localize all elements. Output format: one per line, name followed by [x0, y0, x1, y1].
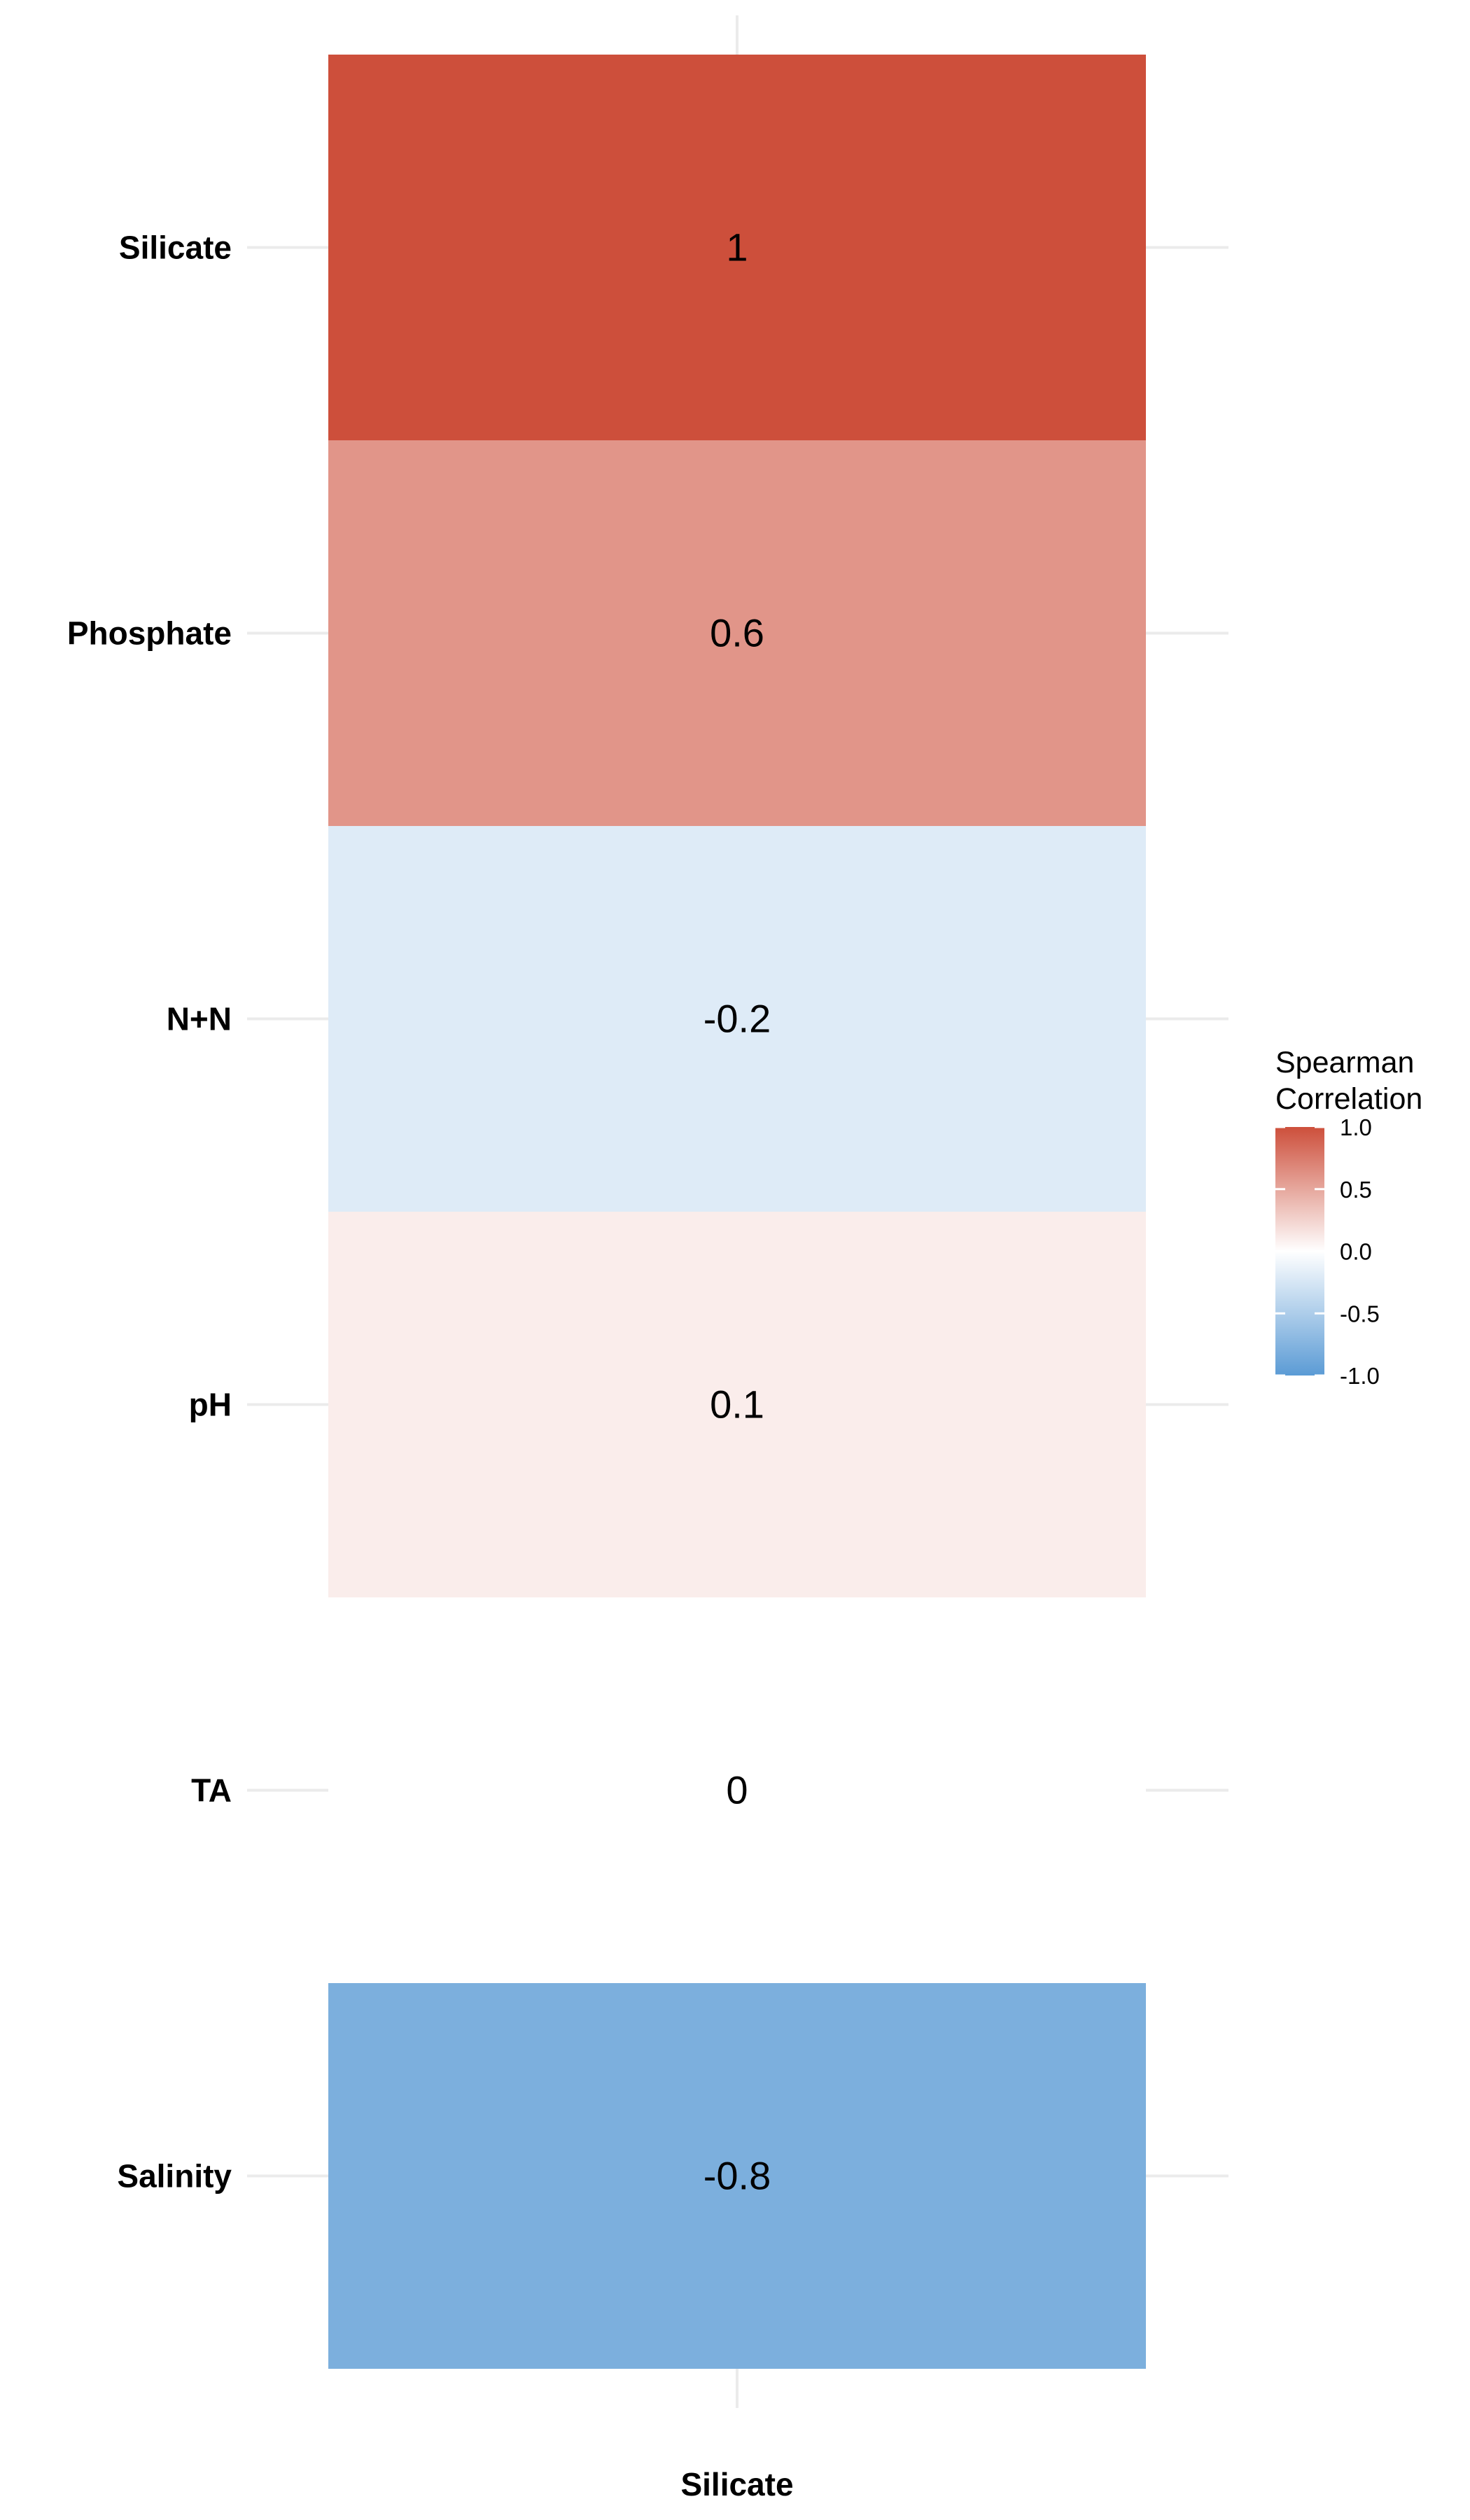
- y-tick-label: N+N: [167, 1001, 232, 1037]
- heatmap-cell: [328, 55, 1146, 440]
- cell-value-label: -0.2: [704, 997, 771, 1041]
- legend-tick-label: -1.0: [1340, 1363, 1380, 1389]
- legend-tick-label: -0.5: [1340, 1301, 1380, 1326]
- y-axis-labels: Silicate Phosphate N+N pH TA Salinity: [67, 230, 232, 2194]
- legend-tick-label: 1.0: [1340, 1114, 1372, 1140]
- y-tick-label: Silicate: [119, 230, 232, 266]
- legend-tick-label: 0.0: [1340, 1239, 1372, 1265]
- legend-title: Spearman: [1275, 1046, 1414, 1079]
- heatmap-cells: 1 0.6 -0.2 0.1 0 -0.8: [328, 55, 1146, 2369]
- y-tick-label: pH: [189, 1387, 232, 1423]
- x-axis-labels: Silicate: [680, 2466, 793, 2502]
- legend-tick-label: 0.5: [1340, 1177, 1372, 1203]
- legend-title: Correlation: [1275, 1082, 1422, 1116]
- cell-value-label: 0: [726, 1768, 748, 1812]
- heatmap-cell: [328, 440, 1146, 826]
- heatmap-cell: [328, 1597, 1146, 1983]
- cell-value-label: 0.1: [710, 1382, 764, 1427]
- cell-value-label: 0.6: [710, 611, 764, 655]
- y-tick-label: TA: [191, 1772, 232, 1809]
- y-tick-label: Phosphate: [67, 615, 232, 652]
- heatmap-cell: [328, 1212, 1146, 1597]
- y-tick-label: Salinity: [117, 2158, 232, 2194]
- cell-value-label: 1: [726, 225, 748, 270]
- heatmap-cell: [328, 1983, 1146, 2369]
- heatmap-cell: [328, 826, 1146, 1212]
- x-tick-label: Silicate: [680, 2466, 793, 2502]
- cell-value-label: -0.8: [704, 2154, 771, 2198]
